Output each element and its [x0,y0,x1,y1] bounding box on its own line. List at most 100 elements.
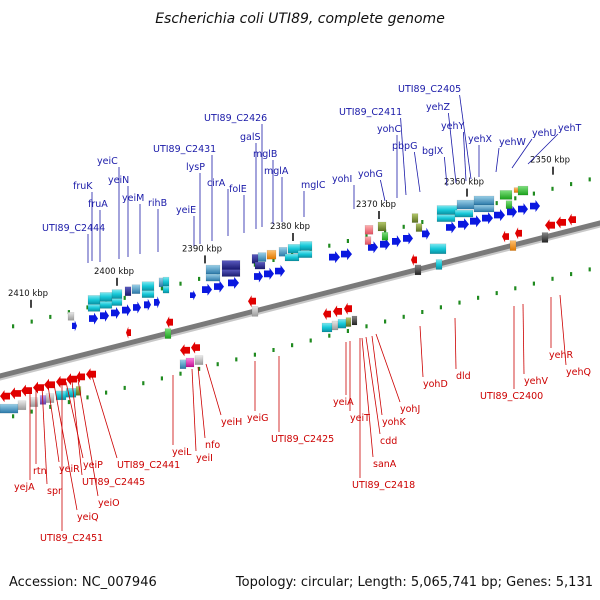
gene-label-reverse: UTI89_C2418 [352,480,415,491]
forward-gene-arrow [507,205,517,218]
forward-gene-arrow [470,215,481,228]
reverse-gene-arrow [126,326,131,339]
cog-box-forward [381,232,389,241]
cog-box-reverse [429,243,447,255]
gene-label-reverse: yeiG [247,413,268,424]
gene-label-forward: mglB [253,149,277,160]
leader-line-forward [527,133,559,165]
gene-label-forward: yehT [558,123,581,134]
reverse-gene-arrow [44,378,55,391]
forward-gene-arrow [380,238,390,251]
cog-box-forward [297,250,313,258]
cog-box-reverse [414,264,422,276]
scale-tick [346,329,349,333]
gene-label-reverse: yeiA [333,397,354,408]
scale-tick [30,409,33,414]
cog-box-forward [473,195,495,206]
forward-gene-arrow [392,235,401,248]
gene-label-forward: yeiE [176,205,196,216]
scale-tick [49,404,52,409]
scale-tick [179,281,182,286]
forward-gene-arrow [144,298,151,311]
scale-tick [328,333,331,338]
cog-box-reverse [17,400,27,411]
reverse-gene-arrow [86,368,96,381]
leader-line-reverse [197,366,206,439]
gene-label-reverse: yeiI [196,453,213,464]
cog-box-forward [67,312,75,321]
leader-line-reverse [371,335,383,416]
forward-gene-arrow [530,200,540,212]
forward-gene-arrow [494,209,505,222]
leader-line-reverse [191,368,197,452]
forward-gene-arrow [254,270,263,283]
gene-label-forward: folE [229,184,247,195]
label-layer: UTI89_C2444 fruA fruK yeiC yeiN yeiM rihB yeiE l… [14,84,591,544]
gene-label-reverse: nfo [205,440,220,451]
reverse-gene-arrow [248,295,256,308]
reverse-gene-arrow [568,213,576,226]
forward-gene-arrow [341,248,352,261]
gene-label-forward: bglX [422,146,444,157]
kbp-label: 2350 kbp [530,156,570,166]
scale-tick [384,229,387,234]
cog-box-reverse [251,306,259,317]
cog-box-reverse [55,390,67,401]
gene-label-forward: yohI [332,174,352,185]
scale-tick [49,314,52,319]
gene-label-forward: yeiC [97,156,118,167]
scale-tick [30,319,33,324]
gene-label-forward: lysP [186,162,205,173]
gene-label-reverse: yehV [524,376,548,387]
leader-line-reverse [71,380,83,476]
cog-box-forward [436,214,456,222]
connector-layer [29,94,567,531]
gene-label-reverse: yeiL [172,447,192,458]
scale-tick [86,305,89,310]
scale-tick [421,220,424,224]
gene-label-forward: UTI89_C2411 [339,107,402,118]
gene-label-forward: UTI89_C2444 [42,223,105,234]
scale-tick [309,248,312,253]
gene-label-reverse: yeiP [83,460,103,471]
kbp-label: 2370 kbp [356,200,396,210]
backbone-line [0,193,600,406]
gene-label-reverse: yohK [382,417,406,428]
cog-box-reverse [75,386,82,396]
gene-label-reverse: yeiH [221,417,242,428]
cog-box-forward [221,260,241,270]
reverse-gene-arrow [66,373,77,386]
gene-label-forward: UTI89_C2405 [398,84,461,95]
gene-label-reverse: UTI89_C2400 [480,391,543,402]
scale-tick [309,338,312,343]
leader-line-reverse [361,337,374,458]
forward-gene-arrow [458,218,469,231]
scale-tick [551,186,554,191]
forward-gene-arrow [228,276,239,289]
gene-label-forward: fruK [73,181,93,192]
gene-label-reverse: yohJ [400,404,420,415]
genome-summary-text: Topology: circular; Length: 5,065,741 bp… [235,575,593,590]
forward-gene-arrow [122,304,131,317]
reverse-gene-arrow [515,227,522,240]
leader-line-forward [463,131,467,182]
forward-gene-arrow [133,301,141,314]
cog-box-forward [99,301,113,309]
scale-tick [105,390,108,395]
cog-box-forward [505,200,513,209]
scale-tick [346,239,349,243]
scale-tick [12,324,15,329]
scale-tick [235,357,238,362]
feature-layer [0,185,576,414]
cog-box-forward [473,204,495,213]
gene-label-forward: mglC [301,180,326,191]
kbp-tick [30,299,32,308]
cog-box-forward [111,298,123,306]
leader-line-reverse [375,333,401,403]
kbp-tick [552,166,554,175]
forward-gene-arrow [482,212,493,225]
kbp-tick [204,255,206,264]
gene-label-forward: yeiN [108,175,129,186]
